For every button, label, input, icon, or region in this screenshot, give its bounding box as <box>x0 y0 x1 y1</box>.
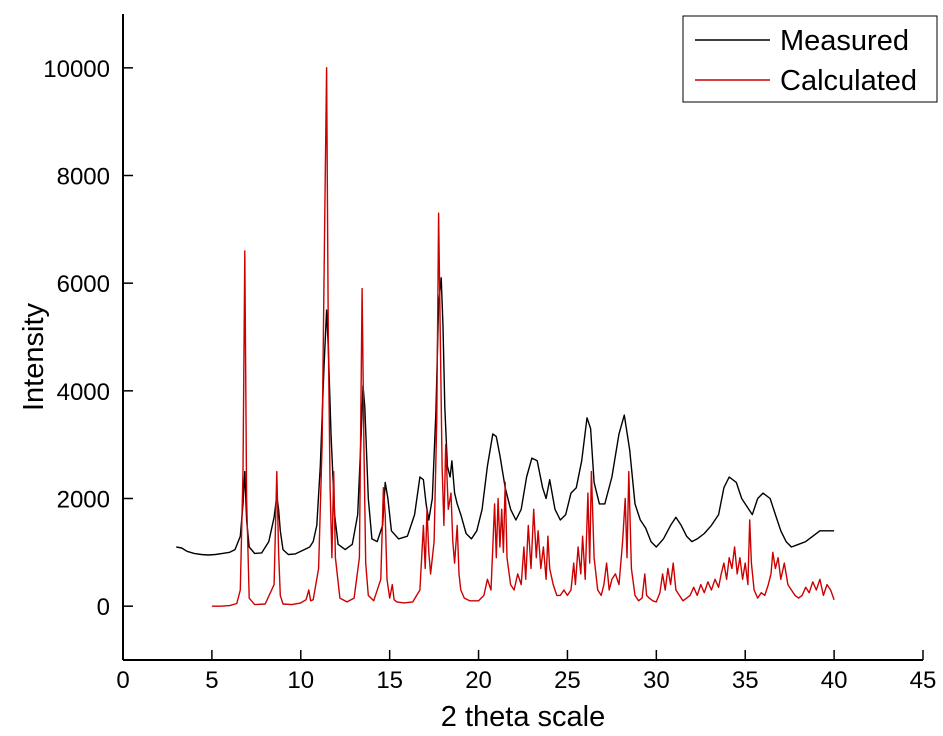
legend-label-calculated: Calculated <box>780 65 917 97</box>
x-tick-label: 0 <box>116 667 129 694</box>
y-tick-label: 0 <box>97 594 110 621</box>
series-line-measured <box>176 277 835 556</box>
legend: Measured Calculated <box>682 15 938 103</box>
x-tick-label: 5 <box>205 667 218 694</box>
y-tick-label: 6000 <box>57 271 110 298</box>
x-tick-label: 40 <box>821 667 848 694</box>
x-tick-label: 15 <box>376 667 403 694</box>
legend-label-measured: Measured <box>780 25 909 57</box>
ticks: 0 5 10 15 20 25 30 35 40 45 0 2000 4000 6000 8000 10000 <box>43 56 936 694</box>
x-tick-label: 35 <box>732 667 759 694</box>
x-tick-label: 10 <box>287 667 314 694</box>
y-tick-label: 4000 <box>57 379 110 406</box>
series-line-calculated <box>211 67 835 607</box>
y-tick-label: 2000 <box>57 487 110 514</box>
y-axis-title: Intensity <box>18 303 50 411</box>
y-tick-label: 10000 <box>43 56 110 83</box>
x-axis-title: 2 theta scale <box>441 701 605 733</box>
legend-box <box>682 15 938 103</box>
x-tick-label: 25 <box>554 667 581 694</box>
y-tick-label: 8000 <box>57 164 110 191</box>
plot-lines <box>176 67 835 607</box>
x-tick-label: 30 <box>643 667 670 694</box>
x-tick-label: 20 <box>465 667 492 694</box>
x-tick-label: 45 <box>910 667 937 694</box>
